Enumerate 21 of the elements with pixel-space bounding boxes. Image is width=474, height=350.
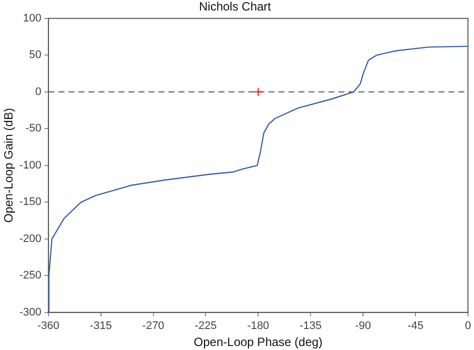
y-tick-label: 0 (35, 86, 42, 98)
x-tick-label: -315 (90, 320, 112, 332)
chart-title: Nichols Chart (198, 0, 272, 14)
y-tick-label: -100 (19, 159, 42, 172)
y-axis-title: Open-Loop Gain (dB) (2, 108, 16, 223)
x-tick-label: -90 (355, 320, 372, 332)
y-tick-label: -150 (19, 196, 42, 208)
y-tick-label: 50 (29, 49, 42, 62)
x-tick-label: -135 (300, 320, 322, 332)
x-tick-label: -180 (247, 320, 270, 332)
x-tick-label: -45 (408, 320, 424, 332)
y-tick-label: -200 (19, 232, 42, 245)
y-tick-label: 100 (23, 12, 42, 24)
y-tick-label: -50 (26, 122, 42, 135)
y-tick-label: -300 (19, 306, 42, 318)
x-axis-title: Open-Loop Phase (deg) (194, 335, 323, 350)
x-tick-label: 0 (464, 320, 472, 332)
x-tick-label: -360 (37, 320, 60, 332)
y-tick-label: -250 (19, 270, 42, 282)
x-tick-label: -270 (142, 320, 164, 332)
x-tick-label: -225 (194, 320, 217, 332)
